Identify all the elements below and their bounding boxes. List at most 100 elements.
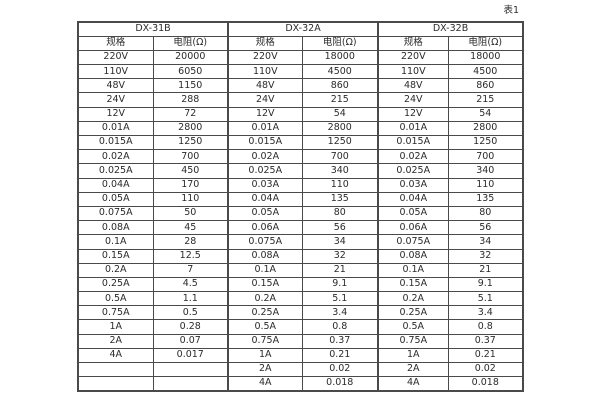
col-header-resistance: 电阻(Ω) — [301, 35, 379, 51]
table-body: 220V 20000 220V 18000 220V 18000 110V 6050 110V 4… — [77, 49, 524, 392]
cell: 860 — [447, 78, 524, 94]
cell: 110V — [77, 64, 154, 80]
cell: 0.8 — [447, 319, 524, 335]
cell: 0.15A — [227, 276, 303, 293]
cell: 0.08A — [227, 248, 303, 264]
cell: 45 — [152, 220, 229, 236]
cell: 0.1A — [227, 262, 303, 278]
cell: 32 — [301, 248, 379, 264]
cell: 4500 — [447, 64, 524, 80]
cell: 24V — [377, 92, 449, 108]
cell: 0.04A — [377, 191, 449, 207]
cell: 7 — [152, 262, 229, 278]
cell: 2A — [227, 361, 303, 378]
cell: 0.37 — [301, 333, 379, 349]
table-row: 0.025A 450 0.025A 340 0.025A 340 — [77, 163, 524, 179]
cell — [77, 376, 154, 392]
cell: 0.04A — [227, 191, 303, 207]
cell: 32 — [447, 248, 524, 264]
table-row: 2A 0.02 2A 0.02 — [77, 361, 524, 378]
cell: 0.05A — [77, 191, 154, 207]
cell: 48V — [377, 78, 449, 94]
cell: 34 — [447, 234, 524, 250]
cell: 0.01A — [377, 120, 449, 137]
cell: 24V — [227, 92, 303, 108]
cell: 0.02A — [377, 149, 449, 165]
cell: 0.25A — [377, 305, 449, 321]
table-row: 0.5A 1.1 0.2A 5.1 0.2A 5.1 — [77, 291, 524, 307]
cell: 0.015A — [227, 134, 303, 151]
cell: 220V — [377, 49, 449, 66]
table-row: 0.25A 4.5 0.15A 9.1 0.15A 9.1 — [77, 276, 524, 293]
table-row: 0.08A 45 0.06A 56 0.06A 56 — [77, 220, 524, 236]
cell: 0.15A — [77, 248, 154, 264]
cell: 28 — [152, 234, 229, 250]
document-page: 表1 DX-31B DX-32A DX-32B 规格 电阻(Ω) 规格 电阻(Ω… — [77, 4, 525, 392]
cell: 0.25A — [227, 305, 303, 321]
cell: 0.15A — [377, 276, 449, 293]
cell: 2A — [377, 361, 449, 378]
cell — [77, 361, 154, 378]
cell: 700 — [301, 149, 379, 165]
cell: 220V — [227, 49, 303, 66]
cell: 0.21 — [447, 347, 524, 364]
cell: 0.075A — [77, 205, 154, 222]
cell: 135 — [301, 191, 379, 207]
group-header-dx31b: DX-31B — [77, 21, 229, 37]
cell: 0.75A — [227, 333, 303, 349]
cell: 0.04A — [77, 177, 154, 193]
table-row: 0.02A 700 0.02A 700 0.02A 700 — [77, 149, 524, 165]
cell: 12V — [77, 106, 154, 122]
table-row: 220V 20000 220V 18000 220V 18000 — [77, 49, 524, 66]
cell: 110 — [447, 177, 524, 193]
table-row: 4A 0.017 1A 0.21 1A 0.21 — [77, 347, 524, 364]
cell: 1250 — [301, 134, 379, 151]
cell: 0.07 — [152, 333, 229, 349]
cell: 0.06A — [377, 220, 449, 236]
cell: 9.1 — [301, 276, 379, 293]
group-header-row: DX-31B DX-32A DX-32B — [77, 21, 524, 37]
cell: 21 — [301, 262, 379, 278]
table-row: 12V 72 12V 54 12V 54 — [77, 106, 524, 122]
table-row: 0.01A 2800 0.01A 2800 0.01A 2800 — [77, 120, 524, 137]
cell: 4A — [77, 347, 154, 364]
table-row: 0.05A 110 0.04A 135 0.04A 135 — [77, 191, 524, 207]
cell: 0.08A — [377, 248, 449, 264]
cell: 0.1A — [377, 262, 449, 278]
cell: 0.21 — [301, 347, 379, 364]
cell: 1150 — [152, 78, 229, 94]
cell: 0.28 — [152, 319, 229, 335]
cell: 0.2A — [227, 291, 303, 307]
cell: 860 — [301, 78, 379, 94]
cell: 12V — [227, 106, 303, 122]
col-header-spec: 规格 — [77, 35, 154, 51]
col-header-resistance: 电阻(Ω) — [447, 35, 524, 51]
cell: 0.5 — [152, 305, 229, 321]
cell: 450 — [152, 163, 229, 179]
cell: 170 — [152, 177, 229, 193]
cell: 50 — [152, 205, 229, 222]
cell: 0.02A — [77, 149, 154, 165]
cell: 4.5 — [152, 276, 229, 293]
table-row: 48V 1150 48V 860 48V 860 — [77, 78, 524, 94]
cell: 0.075A — [227, 234, 303, 250]
cell: 48V — [77, 78, 154, 94]
cell: 0.02A — [227, 149, 303, 165]
cell: 700 — [152, 149, 229, 165]
cell: 0.018 — [301, 376, 379, 392]
cell: 12.5 — [152, 248, 229, 264]
cell: 700 — [447, 149, 524, 165]
cell: 1A — [227, 347, 303, 364]
cell — [152, 361, 229, 378]
table-head: DX-31B DX-32A DX-32B 规格 电阻(Ω) 规格 电阻(Ω) 规… — [77, 21, 524, 51]
cell: 0.2A — [377, 291, 449, 307]
col-header-spec: 规格 — [227, 35, 303, 51]
table-row: 0.1A 28 0.075A 34 0.075A 34 — [77, 234, 524, 250]
cell: 1.1 — [152, 291, 229, 307]
cell: 18000 — [447, 49, 524, 66]
cell: 220V — [77, 49, 154, 66]
cell: 48V — [227, 78, 303, 94]
cell: 4A — [377, 376, 449, 392]
col-header-spec: 规格 — [377, 35, 449, 51]
cell: 0.05A — [377, 205, 449, 222]
